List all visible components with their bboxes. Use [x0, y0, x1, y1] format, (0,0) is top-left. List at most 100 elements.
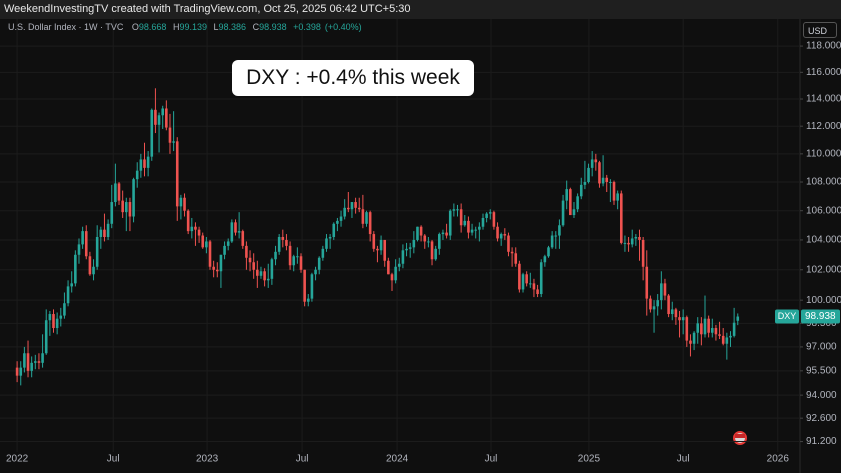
ohlc-label: O: [131, 22, 139, 32]
candle-body: [623, 242, 627, 244]
candle-body: [165, 108, 168, 128]
candle-body: [106, 223, 110, 238]
candle-body: [41, 353, 44, 363]
candle-body: [456, 209, 459, 211]
y-tick-label: 104.000: [806, 235, 841, 246]
candle-body: [59, 315, 63, 319]
y-tick-label: 118.000: [806, 41, 841, 52]
candle-body: [405, 248, 408, 251]
candle-body: [499, 234, 503, 239]
candle-body: [121, 200, 124, 213]
candle-body: [550, 235, 554, 248]
candle-body: [161, 108, 164, 116]
candle-body: [547, 247, 550, 257]
candle-body: [692, 332, 696, 344]
candle-body: [507, 235, 510, 252]
candle-body: [194, 226, 197, 230]
candle-body: [485, 213, 488, 218]
candle-body: [354, 202, 357, 208]
candle-body: [678, 317, 681, 321]
candle-body: [154, 109, 157, 125]
x-tick-label: 2026: [767, 454, 790, 465]
candle-body: [30, 362, 33, 371]
currency-button[interactable]: USD: [803, 22, 837, 38]
x-tick-label: 2023: [196, 454, 219, 465]
candle-body: [459, 209, 463, 226]
candle-body: [77, 244, 81, 255]
candle-body: [423, 235, 427, 242]
candle-body: [561, 200, 565, 226]
price-tag-label: 98.938: [805, 311, 836, 322]
y-tick-label: 92.600: [806, 413, 837, 424]
candle-body: [609, 182, 612, 184]
candle-body: [383, 239, 387, 261]
candle-body: [729, 335, 732, 338]
x-tick-label: Jul: [296, 454, 309, 465]
y-tick-label: 108.000: [806, 177, 841, 188]
x-tick-label: 2025: [578, 454, 601, 465]
y-tick-label: 95.500: [806, 365, 837, 376]
y-tick-label: 116.000: [806, 67, 841, 78]
candle-body: [66, 286, 70, 304]
candle-body: [44, 320, 48, 354]
candle-body: [532, 283, 536, 290]
candle-body: [197, 229, 201, 236]
candle-body: [707, 318, 710, 333]
candle-body: [368, 212, 372, 235]
candle-body: [357, 207, 361, 210]
candle-body: [223, 245, 226, 255]
y-tick-label: 94.000: [806, 390, 837, 401]
ohlc-value: 98.938: [259, 22, 287, 32]
symbol-title: U.S. Dollar Index · 1W · TVC: [8, 22, 124, 32]
price-tag: [801, 309, 840, 324]
candle-body: [303, 269, 306, 302]
candle-body: [70, 283, 74, 287]
candle-body: [365, 212, 368, 224]
candle-body: [627, 242, 630, 245]
ohlc-value: 98.668: [138, 22, 167, 32]
x-tick-label: 2024: [386, 454, 409, 465]
candle-body: [26, 353, 30, 371]
candle-body: [212, 266, 215, 270]
candle-body: [565, 189, 568, 201]
candle-body: [52, 314, 55, 329]
candle-body: [117, 183, 121, 201]
candle-body: [416, 226, 419, 240]
candle-body: [539, 262, 543, 295]
candle-body: [339, 216, 343, 221]
candle-body: [139, 159, 143, 171]
x-tick-label: 2022: [6, 454, 29, 465]
y-tick-label: 112.000: [806, 121, 841, 132]
candle-body: [641, 239, 645, 267]
candle-body: [703, 318, 707, 335]
candle-body: [34, 361, 37, 363]
candle-body: [412, 239, 416, 248]
candle-body: [510, 251, 514, 254]
candle-body: [419, 226, 423, 236]
candle-body: [128, 202, 132, 217]
candle-body: [518, 263, 521, 290]
candle-body: [237, 231, 241, 233]
candle-body: [474, 229, 478, 231]
candle-body: [725, 337, 729, 344]
candle-body: [248, 257, 252, 263]
candle-body: [63, 303, 66, 316]
candle-body: [190, 226, 194, 232]
ohlc-value: 98.386: [218, 22, 247, 32]
candle-body: [558, 225, 561, 236]
candle-body: [481, 217, 485, 227]
candle-body: [347, 207, 350, 210]
candle-body: [99, 229, 103, 238]
candle-body: [124, 202, 128, 213]
candle-body: [616, 193, 619, 201]
candle-body: [48, 314, 52, 321]
change: +0.398: [293, 22, 321, 32]
symbol-tag-label: DXY: [778, 311, 797, 321]
y-tick-label: 114.000: [806, 94, 841, 105]
candle-body: [143, 159, 146, 168]
candle-body: [478, 226, 481, 230]
candle-body: [168, 127, 172, 143]
candle-body: [277, 237, 281, 252]
